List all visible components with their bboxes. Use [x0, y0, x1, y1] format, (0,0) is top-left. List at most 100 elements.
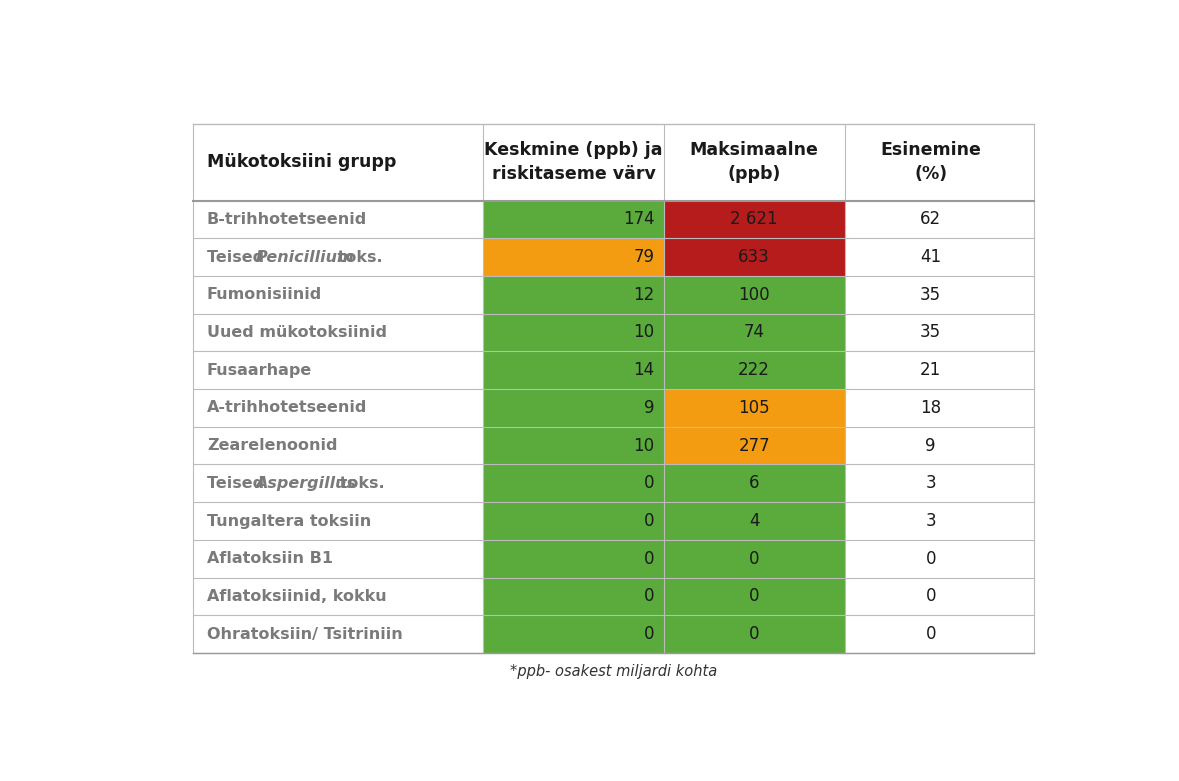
Text: 41: 41	[920, 248, 941, 266]
Bar	[193, 389, 483, 426]
Text: Fusaarhape: Fusaarhape	[206, 362, 312, 378]
Bar	[193, 124, 1034, 201]
Bar	[193, 314, 483, 351]
Text: 105: 105	[738, 399, 770, 417]
Text: Esinemine
(%): Esinemine (%)	[881, 141, 981, 183]
Bar	[844, 465, 1016, 502]
Text: Teised: Teised	[206, 250, 270, 265]
Bar	[844, 238, 1016, 276]
Text: 10: 10	[633, 323, 654, 341]
Text: 0: 0	[926, 587, 936, 605]
Bar	[193, 201, 483, 238]
Bar	[844, 351, 1016, 389]
Bar	[483, 238, 664, 276]
Bar	[193, 502, 483, 540]
Bar	[483, 615, 664, 653]
Text: Maksimaalne
(ppb): Maksimaalne (ppb)	[690, 141, 818, 183]
Bar	[664, 615, 844, 653]
Text: 0: 0	[644, 550, 654, 568]
Bar	[483, 502, 664, 540]
Text: Penicillium: Penicillium	[256, 250, 354, 265]
Text: 9: 9	[926, 437, 936, 455]
Text: Ohratoksiin/ Tsitriniin: Ohratoksiin/ Tsitriniin	[206, 626, 402, 642]
Bar	[844, 314, 1016, 351]
Text: 35: 35	[920, 323, 941, 341]
Bar	[193, 540, 483, 578]
Bar	[844, 201, 1016, 238]
Text: 633: 633	[738, 248, 770, 266]
Text: 0: 0	[644, 474, 654, 492]
Text: 79: 79	[633, 248, 654, 266]
Text: Tungaltera toksiin: Tungaltera toksiin	[206, 514, 371, 529]
Bar	[664, 238, 844, 276]
Bar	[483, 201, 664, 238]
Bar	[844, 426, 1016, 465]
Text: 6: 6	[749, 474, 759, 492]
Text: Fumonisiinid: Fumonisiinid	[206, 287, 322, 302]
Bar	[844, 578, 1016, 615]
Bar	[664, 351, 844, 389]
Bar	[664, 578, 844, 615]
Bar	[844, 502, 1016, 540]
Bar	[664, 465, 844, 502]
Text: 21: 21	[920, 361, 941, 380]
Bar	[193, 578, 483, 615]
Bar	[193, 465, 483, 502]
Text: Aspergillus: Aspergillus	[256, 476, 356, 490]
Text: A-trihhotetseenid: A-trihhotetseenid	[206, 401, 367, 415]
Text: 74: 74	[744, 323, 765, 341]
Text: 0: 0	[749, 587, 759, 605]
Bar	[664, 389, 844, 426]
Text: 0: 0	[926, 625, 936, 643]
Text: 0: 0	[644, 587, 654, 605]
Bar	[664, 276, 844, 314]
Text: 10: 10	[633, 437, 654, 455]
Text: 12: 12	[633, 286, 654, 304]
Text: 0: 0	[644, 625, 654, 643]
Bar	[844, 276, 1016, 314]
Text: 100: 100	[738, 286, 770, 304]
Text: Aflatoksiin B1: Aflatoksiin B1	[206, 551, 332, 566]
Bar	[483, 314, 664, 351]
Text: *ppb- osakest miljardi kohta: *ppb- osakest miljardi kohta	[509, 664, 717, 679]
Text: Aflatoksiinid, kokku: Aflatoksiinid, kokku	[206, 589, 387, 604]
Bar	[844, 389, 1016, 426]
Bar	[664, 540, 844, 578]
Bar	[483, 426, 664, 465]
Bar	[483, 578, 664, 615]
Bar	[193, 351, 483, 389]
Bar	[193, 276, 483, 314]
Text: 3: 3	[926, 474, 936, 492]
Text: 4: 4	[749, 512, 759, 530]
Text: Mükotoksiini grupp: Mükotoksiini grupp	[206, 153, 396, 171]
Text: 0: 0	[926, 550, 936, 568]
Text: B-trihhotetseenid: B-trihhotetseenid	[206, 212, 367, 226]
Bar	[844, 540, 1016, 578]
Text: 0: 0	[749, 550, 759, 568]
Text: Keskmine (ppb) ja
riskitaseme värv: Keskmine (ppb) ja riskitaseme värv	[485, 141, 663, 183]
Bar	[483, 465, 664, 502]
Bar	[664, 314, 844, 351]
Text: 174: 174	[623, 210, 654, 228]
Bar	[664, 426, 844, 465]
Bar	[483, 351, 664, 389]
Bar	[664, 502, 844, 540]
Bar	[193, 426, 483, 465]
Text: 62: 62	[920, 210, 941, 228]
Text: 18: 18	[920, 399, 941, 417]
Text: 222: 222	[738, 361, 770, 380]
Text: 14: 14	[633, 361, 654, 380]
Bar	[664, 201, 844, 238]
Text: Teised: Teised	[206, 476, 270, 490]
Text: toks.: toks.	[331, 250, 382, 265]
Bar	[483, 540, 664, 578]
Text: 0: 0	[644, 512, 654, 530]
Text: toks.: toks.	[334, 476, 384, 490]
Text: 2 621: 2 621	[730, 210, 778, 228]
Text: 0: 0	[749, 625, 759, 643]
Text: 3: 3	[926, 512, 936, 530]
Text: Uued mükotoksiinid: Uued mükotoksiinid	[206, 325, 387, 340]
Text: Zearelenoonid: Zearelenoonid	[206, 438, 337, 453]
Bar	[193, 615, 483, 653]
Bar	[483, 276, 664, 314]
